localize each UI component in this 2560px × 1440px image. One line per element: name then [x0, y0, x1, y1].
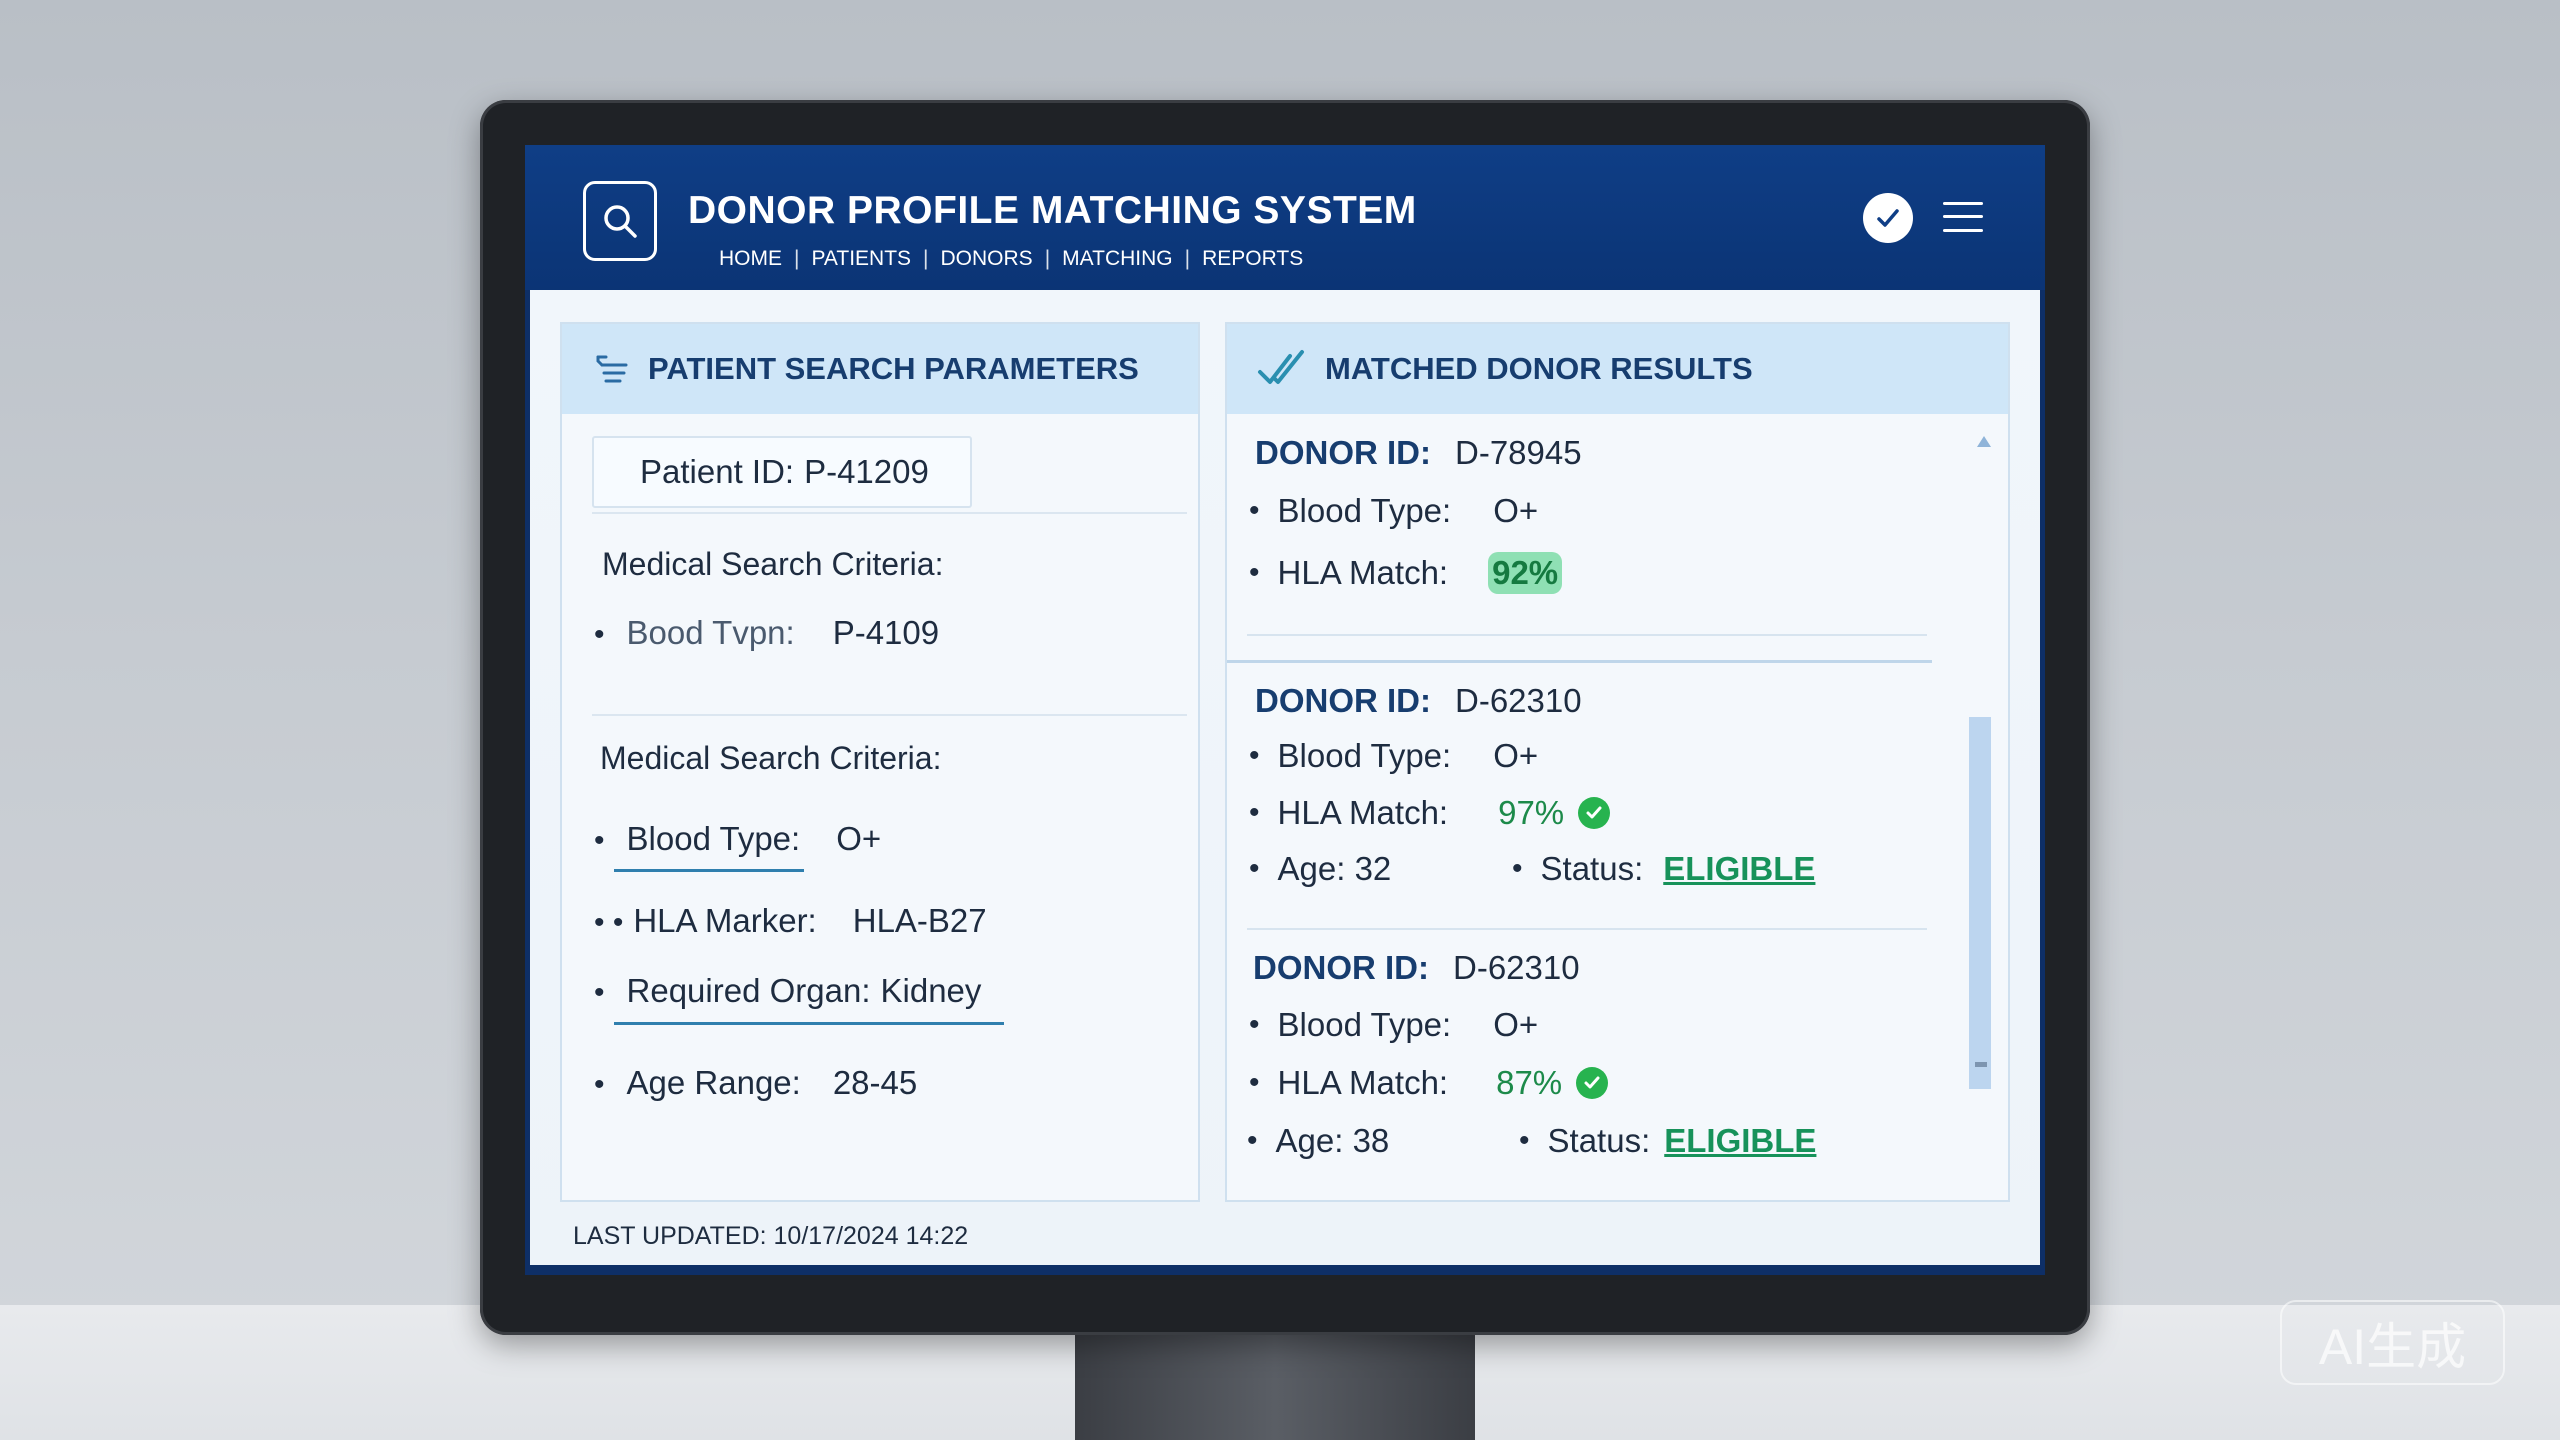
donor-status: • Status: ELIGIBLE: [1519, 1122, 1817, 1159]
divider: [592, 512, 1187, 514]
nav-patients[interactable]: PATIENTS: [811, 247, 912, 270]
panel-title: MATCHED DONOR RESULTS: [1325, 351, 1753, 386]
field-underline: [614, 869, 804, 872]
search-button[interactable]: [583, 181, 657, 261]
scrollbar[interactable]: [1969, 717, 1991, 1089]
donor-id-value: D-62310: [1453, 949, 1580, 986]
donor-id-row[interactable]: DONOR ID: D-78945: [1255, 434, 1582, 472]
divider: [1247, 634, 1927, 636]
scrollbar-grip[interactable]: [1975, 1062, 1987, 1067]
criteria-item-blood-type: • Blood Type: O+: [594, 820, 882, 857]
nav-separator: |: [794, 247, 800, 270]
nav-home[interactable]: HOME: [719, 247, 782, 270]
donor-hla-match: • HLA Match: 92%: [1249, 552, 1563, 594]
patient-id-label: Patient ID:: [640, 453, 795, 490]
double-check-icon: [1257, 348, 1309, 390]
donor-id-label: DONOR ID:: [1253, 949, 1429, 986]
criteria-value: 28-45: [832, 1064, 918, 1101]
criteria-label: Bood Tvpn:: [626, 614, 795, 651]
donor-id-row[interactable]: DONOR ID: D-62310: [1253, 949, 1580, 987]
monitor-stand: [1075, 1320, 1475, 1440]
donor-age: • Age: 32: [1249, 850, 1392, 887]
hla-match-value: 87%: [1496, 1064, 1563, 1101]
patient-id-field[interactable]: Patient ID: P-41209: [592, 436, 972, 508]
criteria-value: Kidney: [880, 972, 982, 1009]
nav-donors[interactable]: DONORS: [940, 247, 1033, 270]
ai-generated-watermark: AI生成: [2280, 1300, 2505, 1385]
donor-id-value: D-78945: [1455, 434, 1582, 471]
donor-id-row[interactable]: DONOR ID: D-62310: [1255, 682, 1582, 720]
donor-id-value: D-62310: [1455, 682, 1582, 719]
eligible-status-link[interactable]: ELIGIBLE: [1663, 850, 1816, 887]
search-icon: [604, 205, 637, 238]
donor-age: • Age: 38: [1247, 1122, 1390, 1159]
nav-separator: |: [1184, 247, 1191, 270]
criteria-label: Age Range:: [626, 1064, 801, 1101]
section-heading: Medical Search Criteria:: [602, 546, 944, 582]
divider: [592, 714, 1187, 716]
criteria-label: HLA Marker:: [633, 902, 817, 939]
nav-reports[interactable]: REPORTS: [1202, 247, 1304, 270]
donor-hla-match: • HLA Match: 87%: [1249, 1064, 1609, 1102]
divider: [1227, 660, 1932, 663]
main-content: PATIENT SEARCH PARAMETERS Patient ID: P-…: [530, 290, 2040, 1265]
filter-list-icon: [592, 349, 632, 389]
criteria-item: • Bood Tvpn: P-4109: [594, 614, 940, 651]
criteria-value: HLA-B27: [852, 902, 987, 939]
hla-match-value: 92%: [1488, 552, 1563, 594]
app-header: DONOR PROFILE MATCHING SYSTEM HOME | PAT…: [525, 145, 2045, 290]
section-heading: Medical Search Criteria:: [600, 740, 942, 776]
eligible-status-link[interactable]: ELIGIBLE: [1664, 1122, 1817, 1159]
criteria-label: Blood Type:: [626, 820, 801, 857]
nav-separator: |: [923, 247, 929, 270]
check-circle-icon: [1578, 797, 1611, 829]
menu-icon[interactable]: [1943, 197, 1983, 237]
last-updated-timestamp: LAST UPDATED: 10/17/2024 14:22: [573, 1222, 969, 1250]
scroll-up-icon[interactable]: [1977, 436, 1991, 447]
criteria-item-required-organ: • Required Organ: Kidney: [594, 972, 982, 1009]
divider: [1247, 928, 1927, 930]
check-circle-icon: [1576, 1067, 1609, 1099]
patient-search-panel: PATIENT SEARCH PARAMETERS Patient ID: P-…: [560, 322, 1200, 1202]
criteria-item-age-range: • Age Range: 28-45: [594, 1064, 918, 1101]
donor-blood-type: • Blood Type: O+: [1249, 1006, 1539, 1043]
criteria-value: P-4109: [832, 614, 940, 651]
donor-status: • Status: ELIGIBLE: [1512, 850, 1816, 887]
donor-id-label: DONOR ID:: [1255, 682, 1431, 719]
criteria-item-hla-marker: • • HLA Marker: HLA-B27: [594, 902, 987, 939]
screen: DONOR PROFILE MATCHING SYSTEM HOME | PAT…: [525, 145, 2045, 1275]
donor-id-label: DONOR ID:: [1255, 434, 1431, 471]
field-underline: [614, 1022, 1004, 1025]
criteria-label: Required Organ:: [626, 972, 871, 1009]
donor-blood-type: • Blood Type: O+: [1249, 737, 1539, 774]
panel-header: PATIENT SEARCH PARAMETERS: [562, 324, 1198, 414]
matched-donor-panel: MATCHED DONOR RESULTS DONOR ID: D-78945 …: [1225, 322, 2010, 1202]
hla-match-value: 97%: [1498, 794, 1565, 831]
panel-title: PATIENT SEARCH PARAMETERS: [648, 351, 1139, 386]
criteria-value: O+: [836, 820, 882, 857]
nav-matching[interactable]: MATCHING: [1062, 247, 1173, 270]
checkmark-icon: [1877, 209, 1899, 227]
main-nav: HOME | PATIENTS | DONORS | MATCHING | RE…: [715, 247, 1307, 271]
donor-hla-match: • HLA Match: 97%: [1249, 794, 1611, 832]
donor-blood-type: • Blood Type: O+: [1249, 492, 1539, 529]
patient-id-value: P-41209: [804, 453, 929, 490]
nav-separator: |: [1044, 247, 1051, 270]
panel-header: MATCHED DONOR RESULTS: [1227, 324, 2008, 414]
confirm-button[interactable]: [1863, 193, 1913, 243]
app-title: DONOR PROFILE MATCHING SYSTEM: [688, 189, 1417, 232]
